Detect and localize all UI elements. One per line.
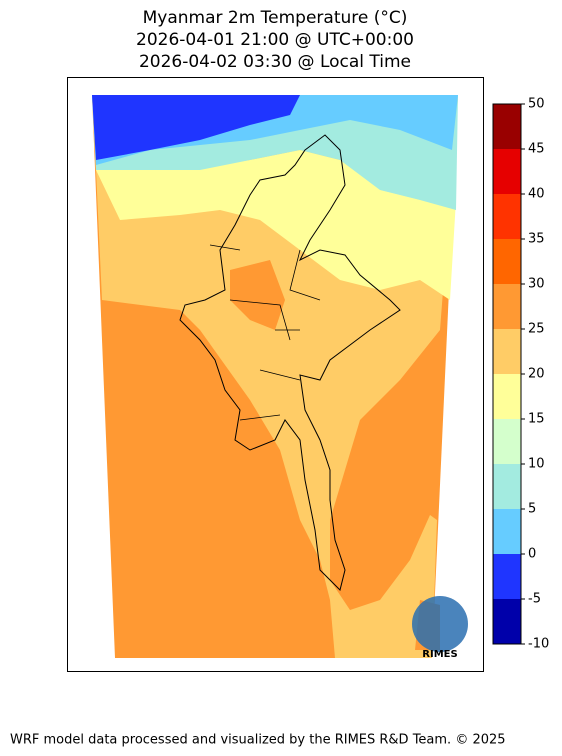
colorbar-band — [493, 464, 521, 509]
colorbar-tick-label: 15 — [528, 412, 545, 427]
colorbar-tick-label: 25 — [528, 322, 545, 337]
country-outline — [179, 134, 401, 591]
colorbar-tick-label: 50 — [528, 97, 545, 112]
colorbar-tick-label: 35 — [528, 232, 545, 247]
colorbar-tick-label: 20 — [528, 367, 545, 382]
colorbar-band — [493, 149, 521, 194]
colorbar-band — [493, 104, 521, 149]
colorbar-band — [493, 509, 521, 554]
logo-text: RIMES — [422, 649, 457, 660]
colorbar-band — [493, 419, 521, 464]
colorbar-tick-label: -10 — [528, 637, 549, 652]
title-line: Myanmar 2m Temperature (°C) — [143, 8, 408, 28]
title-line: 2026-04-02 03:30 @ Local Time — [139, 52, 411, 72]
colorbar-tick-label: 0 — [528, 547, 536, 562]
colorbar-band — [493, 554, 521, 599]
footer: WRF model data processed and visualized … — [10, 733, 506, 748]
title-line: 2026-04-01 21:00 @ UTC+00:00 — [136, 30, 414, 50]
logo: RIMES — [412, 596, 468, 660]
colorbar-band — [493, 239, 521, 284]
colorbar-tick-label: 45 — [528, 142, 545, 157]
colorbar-tick-label: 10 — [528, 457, 545, 472]
state-boundaries — [209, 244, 321, 421]
colorbar-tick-label: 30 — [528, 277, 545, 292]
colorbar-band — [493, 599, 521, 644]
colorbar-tick-label: 40 — [528, 187, 545, 202]
colorbar-tick-label: 5 — [528, 502, 536, 517]
colorbar: -10 -5 0 5 10 15 20 25 30 35 40 45 50 — [492, 97, 549, 652]
colorbar-band — [493, 374, 521, 419]
colorbar-band — [493, 284, 521, 329]
colorbar-tick-label: -5 — [528, 592, 541, 607]
colorbar-band — [493, 194, 521, 239]
colorbar-band — [493, 329, 521, 374]
temperature-field — [92, 95, 458, 658]
